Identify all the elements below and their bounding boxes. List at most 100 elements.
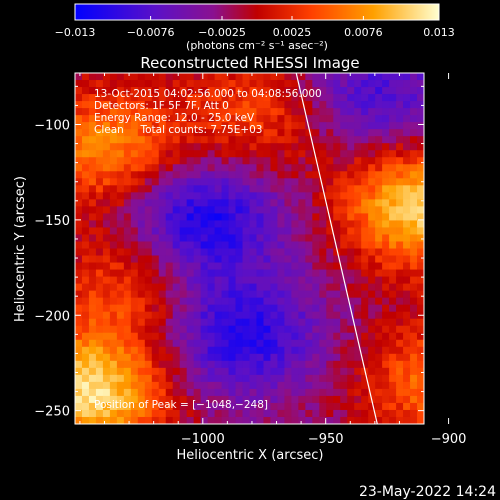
heatmap-cell — [326, 143, 334, 151]
heatmap-cell — [354, 192, 362, 200]
heatmap-cell — [137, 276, 146, 284]
heatmap-cell — [319, 122, 327, 130]
heatmap-cell — [340, 269, 348, 277]
heatmap-cell — [75, 374, 83, 383]
heatmap-cell — [158, 157, 167, 165]
heatmap-cell — [361, 185, 369, 193]
heatmap-cell — [193, 248, 202, 256]
heatmap-cell — [151, 94, 160, 102]
heatmap-cell — [249, 297, 257, 306]
heatmap-cell — [186, 101, 195, 109]
heatmap-cell — [417, 388, 424, 397]
heatmap-cell — [179, 115, 188, 123]
heatmap-cell — [75, 381, 83, 390]
heatmap-cell — [193, 87, 202, 95]
heatmap-cell — [319, 402, 327, 411]
heatmap-cell — [270, 416, 278, 424]
heatmap-cell — [81, 255, 90, 263]
heatmap-cell — [354, 367, 362, 376]
heatmap-cell — [375, 241, 383, 249]
heatmap-cell — [95, 416, 104, 424]
heatmap-cell — [361, 87, 369, 95]
heatmap-cell — [382, 388, 390, 397]
heatmap-cell — [179, 234, 188, 242]
heatmap-cell — [326, 248, 334, 256]
info-line-energy: Energy Range: 12.0 - 25.0 keV — [94, 112, 255, 124]
heatmap-cell — [298, 143, 306, 151]
heatmap-cell — [200, 199, 209, 207]
heatmap-cell — [130, 73, 139, 81]
heatmap-cell — [403, 388, 411, 397]
heatmap-cell — [207, 339, 215, 348]
info-line-counts: Clean Total counts: 7.75E+03 — [94, 124, 263, 136]
heatmap-cell — [116, 381, 125, 390]
heatmap-cell — [75, 409, 83, 418]
heatmap-cell — [284, 388, 292, 397]
heatmap-cell — [207, 192, 215, 200]
heatmap-cell — [186, 367, 195, 376]
heatmap-cell — [291, 304, 299, 313]
heatmap-cell — [214, 185, 222, 193]
heatmap-cell — [368, 269, 376, 277]
heatmap-cell — [249, 388, 257, 397]
heatmap-cell — [109, 311, 118, 320]
heatmap-cell — [214, 290, 222, 299]
heatmap-cell — [137, 248, 146, 256]
heatmap-cell — [249, 290, 257, 299]
heatmap-cell — [137, 136, 146, 144]
heatmap-cell — [165, 311, 174, 320]
heatmap-cell — [179, 353, 188, 362]
heatmap-cell — [228, 402, 236, 411]
heatmap-cell — [354, 227, 362, 235]
heatmap-cell — [270, 108, 278, 116]
heatmap-cell — [326, 304, 334, 313]
heatmap-cell — [235, 178, 243, 186]
heatmap-cell — [382, 108, 390, 116]
heatmap-cell — [130, 129, 139, 137]
heatmap-cell — [165, 416, 174, 424]
heatmap-cell — [298, 115, 306, 123]
heatmap-cell — [263, 164, 271, 172]
heatmap-cell — [186, 297, 195, 306]
heatmap-cell — [242, 206, 250, 214]
heatmap-cell — [221, 395, 229, 404]
heatmap-cell — [319, 94, 327, 102]
heatmap-cell — [165, 339, 174, 348]
heatmap-cell — [186, 332, 195, 341]
heatmap-cell — [347, 311, 355, 320]
heatmap-cell — [326, 227, 334, 235]
heatmap-cell — [333, 402, 341, 411]
heatmap-cell — [75, 402, 83, 411]
heatmap-cell — [123, 199, 132, 207]
heatmap-cell — [291, 206, 299, 214]
heatmap-cell — [277, 360, 285, 369]
heatmap-cell — [382, 192, 390, 200]
heatmap-cell — [270, 220, 278, 228]
heatmap-cell — [207, 73, 215, 81]
heatmap-cell — [186, 80, 195, 88]
heatmap-cell — [312, 269, 320, 277]
heatmap-cell — [277, 262, 285, 270]
heatmap-cell — [214, 381, 222, 390]
heatmap-cell — [200, 73, 209, 81]
heatmap-cell — [347, 185, 355, 193]
heatmap-cell — [116, 276, 125, 284]
heatmap-cell — [207, 101, 215, 109]
heatmap-cell — [228, 171, 236, 179]
heatmap-cell — [270, 318, 278, 327]
heatmap-cell — [123, 374, 132, 383]
heatmap-cell — [291, 332, 299, 341]
heatmap-cell — [333, 80, 341, 88]
heatmap-cell — [221, 136, 229, 144]
heatmap-cell — [137, 290, 146, 299]
heatmap-cell — [319, 388, 327, 397]
heatmap-cell — [319, 171, 327, 179]
heatmap-cell — [172, 241, 181, 249]
heatmap-cell — [193, 192, 202, 200]
heatmap-cell — [270, 339, 278, 348]
heatmap-cell — [116, 108, 125, 116]
heatmap-cell — [151, 73, 160, 81]
heatmap-cell — [186, 115, 195, 123]
heatmap-cell — [277, 311, 285, 320]
heatmap-cell — [81, 234, 90, 242]
